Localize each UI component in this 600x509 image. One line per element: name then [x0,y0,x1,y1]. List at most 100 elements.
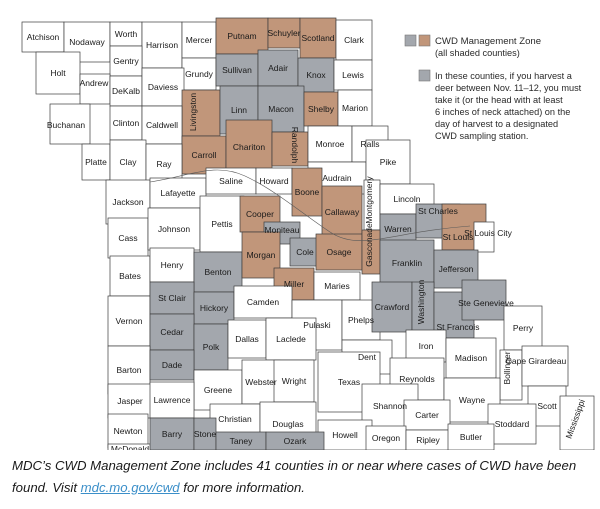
county-daviess [141,67,185,107]
county-label-schuyler: Schuyler [267,28,300,38]
county-label-pike: Pike [380,157,397,167]
county-adair [257,49,299,87]
county-label-christian: Christian [218,414,252,424]
county-label-oregon: Oregon [372,433,401,443]
county-randolph [271,131,309,167]
county-jasper [107,383,153,419]
county-label-knox: Knox [306,70,326,80]
county-label-jackson: Jackson [112,197,143,207]
county-label-st-francois: St Francois [437,322,480,332]
county-label-cole: Cole [296,247,314,257]
county-label-saline: Saline [219,176,243,186]
caption-text-after: for more information. [179,480,305,495]
county-scotland [299,17,337,59]
county-caldwell [141,105,183,145]
county-label-taney: Taney [230,436,253,446]
legend-note-line-4: 6 inches of neck attached) on the [435,107,570,117]
county-label-daviess: Daviess [148,82,178,92]
county-label-buchanan: Buchanan [47,120,86,130]
county-label-henry: Henry [161,260,184,270]
county-label-chariton: Chariton [233,142,265,152]
county-hickory [193,291,235,325]
county-label-clark: Clark [344,35,365,45]
county-label-harrison: Harrison [146,40,178,50]
county-label-butler: Butler [460,432,482,442]
county-label-crawford: Crawford [375,302,410,312]
county-label-randolph: Randolph [290,127,300,164]
county-label-jasper: Jasper [117,396,143,406]
county-label-hickory: Hickory [200,303,229,313]
county-maries [313,271,361,301]
missouri-county-map: Atchison Nodaway Worth Harrison Mercer Putnam… [21,17,595,450]
county-st-louis-city [473,221,495,253]
county-label-dekalb: DeKalb [112,86,140,96]
county-label-jefferson: Jefferson [439,264,474,274]
legend-note-line-6: CWD sampling station. [435,131,528,141]
county-barry [149,417,195,450]
caption-text-before: MDC’s CWD Management Zone includes 41 co… [12,458,577,495]
county-crawford [371,281,413,333]
county-dekalb [109,75,143,107]
county-benton [193,251,243,293]
county-ozark [265,431,325,450]
county-newton [107,413,149,449]
county-label-audrain: Audrain [322,173,352,183]
county-label-st-louis-city: St Louis City [464,228,512,238]
county-label-lafayette: Lafayette [161,188,196,198]
county-label-dade: Dade [162,360,183,370]
county-grundy [181,57,217,91]
county-label-ripley: Ripley [416,435,440,445]
county-pike [365,139,411,185]
county-label-camden: Camden [247,297,279,307]
county-lewis [333,59,373,91]
county-label-barry: Barry [162,429,183,439]
county-label-platte: Platte [85,157,107,167]
county-label-pulaski: Pulaski [303,320,331,330]
cwd-map: Atchison Nodaway Worth Harrison Mercer Putnam… [21,17,595,450]
county-label-holt: Holt [50,68,66,78]
county-label-carroll: Carroll [191,150,216,160]
county-label-st-charles: St Charles [418,206,458,216]
county-label-lincoln: Lincoln [394,194,421,204]
legend-note-line-1: In these counties, if you harvest a [435,71,573,81]
county-cedar [149,313,195,351]
county-butler [447,423,495,450]
county-label-ray: Ray [156,159,172,169]
county-buchanan [49,103,91,145]
county-label-boone: Boone [295,187,320,197]
county-label-stoddard: Stoddard [495,419,530,429]
county-label-clinton: Clinton [113,118,140,128]
county-boone [291,167,323,217]
county-andrew [79,73,111,105]
county-dallas [227,319,267,359]
legend-subtitle: (all shaded counties) [435,48,520,58]
county-label-scott: Scott [537,401,557,411]
legend-gray-note-swatch [418,69,431,82]
county-label-perry: Perry [513,323,534,333]
county-label-barton: Barton [116,365,141,375]
county-label-caldwell: Caldwell [146,120,178,130]
county-gentry [109,45,143,77]
county-label-shannon: Shannon [373,401,407,411]
legend-brown-swatch [418,34,431,47]
county-label-maries: Maries [324,281,350,291]
county-labels-layer: Atchison Nodaway Worth Harrison Mercer Putnam… [27,28,587,450]
map-legend: CWD Management Zone (all shaded counties… [404,34,582,141]
county-shelby [303,91,339,127]
county-label-monroe: Monroe [316,139,345,149]
county-label-cooper: Cooper [246,209,274,219]
river-line [149,169,471,241]
county-warren [379,213,417,245]
cwd-info-link[interactable]: mdc.mo.gov/cwd [80,480,180,495]
county-label-mercer: Mercer [186,35,213,45]
county-stoddard [487,403,537,445]
county-label-osage: Osage [326,247,351,257]
county-saline [205,167,257,195]
county-mississippi [559,395,595,450]
county-label-shelby: Shelby [308,104,335,114]
county-label-stone: Stone [194,429,216,439]
county-label-franklin: Franklin [392,258,423,268]
county-livingston [181,89,221,137]
county-label-dallas: Dallas [235,334,259,344]
county-iron [405,329,447,363]
